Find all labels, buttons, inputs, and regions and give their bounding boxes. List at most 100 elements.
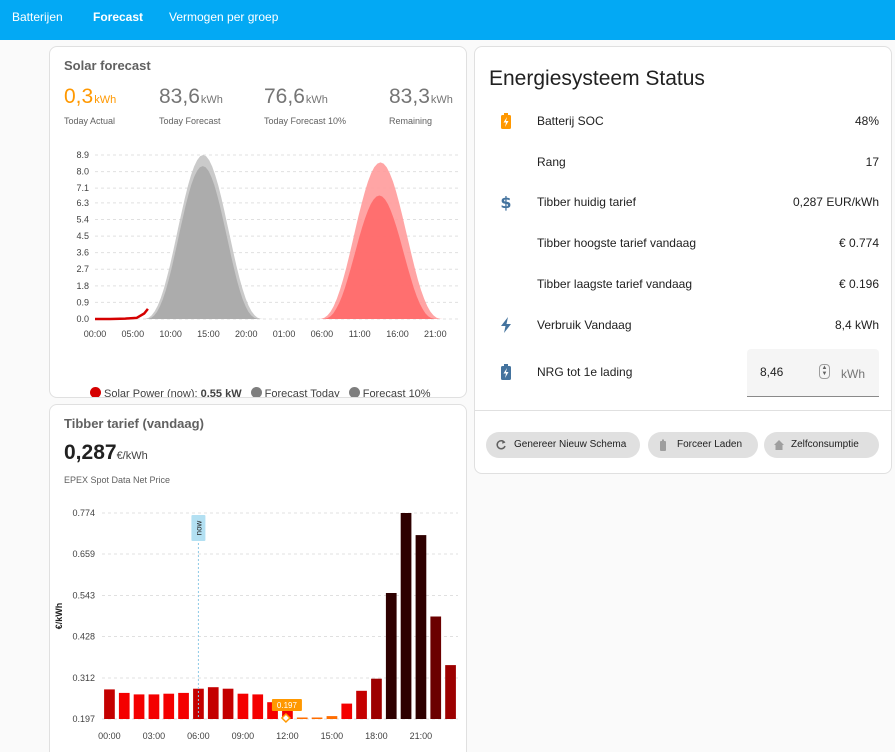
stat-label: Today Forecast 10%	[264, 116, 347, 126]
entity-label: NRG tot 1e lading	[537, 365, 633, 379]
y-tick-label: 0.543	[72, 590, 95, 600]
y-tick-label: 0.9	[76, 297, 89, 307]
price-bar	[385, 593, 397, 719]
x-tick-label: 06:00	[311, 329, 334, 339]
y-tick-label: 0.197	[72, 714, 95, 724]
refresh-icon	[496, 440, 506, 450]
tibber-price-chart[interactable]: 0.197 0.312 0.428 0.543 0.659 0.774 00:00 03:00…	[50, 495, 467, 752]
x-tick-label: 16:00	[386, 329, 409, 339]
entity-value: € 0.196	[838, 277, 879, 291]
divider	[475, 410, 891, 411]
button-label: Genereer Nieuw Schema	[514, 439, 627, 450]
stat-value: 0,3	[64, 85, 94, 108]
entity-label: Batterij SOC	[537, 114, 604, 128]
card-title: Energiesysteem Status	[489, 67, 705, 90]
x-tick-label: 01:00	[273, 329, 296, 339]
legend-item-forecast-10[interactable]: Forecast 10%	[348, 387, 431, 398]
genereer-schema-button[interactable]: Genereer Nieuw Schema	[486, 432, 640, 458]
y-tick-label: 0.0	[76, 314, 89, 324]
svg-text:$: $	[500, 193, 511, 211]
nrg-input[interactable]	[760, 365, 810, 379]
tab-forecast[interactable]: Forecast	[93, 10, 144, 24]
price-bar	[356, 690, 367, 719]
tibber-tariff-card: Tibber tarief (vandaag) 0,287€/kWh EPEX …	[49, 404, 467, 752]
battery-charging-icon	[501, 113, 511, 129]
price-bar	[104, 689, 115, 719]
forceer-laden-button[interactable]: Forceer Laden	[648, 432, 758, 458]
price-bar	[296, 717, 308, 719]
x-tick-label: 03:00	[143, 731, 166, 741]
price-bar	[163, 693, 175, 719]
entity-row-tibber-huidig[interactable]: $ Tibber huidig tarief 0,287 EUR/kWh	[475, 191, 891, 215]
y-tick-label: 8.9	[76, 150, 89, 160]
stat-unit: kWh	[200, 94, 223, 106]
price-bar	[148, 694, 160, 719]
price-bar	[430, 616, 442, 719]
legend-label: Forecast 10%	[362, 388, 431, 398]
x-tick-label: 21:00	[410, 731, 433, 741]
entity-row-tibber-laagste[interactable]: Tibber laagste tarief vandaag € 0.196	[475, 273, 891, 297]
x-tick-label: 18:00	[365, 731, 388, 741]
stat-unit: kWh	[305, 94, 328, 106]
y-tick-label: 7.1	[76, 183, 89, 193]
forecast-area-2	[145, 166, 260, 319]
now-badge	[191, 515, 206, 541]
entity-value: 48%	[854, 114, 879, 128]
legend-item-forecast-today[interactable]: Forecast Today	[250, 387, 340, 397]
legend-dot	[90, 387, 101, 397]
price-bar	[133, 694, 145, 719]
price-bar	[326, 716, 338, 719]
entity-row-batterij-soc[interactable]: Batterij SOC 48%	[475, 110, 891, 134]
entity-row-nrg-tot-lading: NRG tot 1e lading	[475, 361, 891, 385]
price-bar	[445, 665, 456, 719]
solar-power-line	[95, 308, 149, 321]
stat-today-forecast-10: 76,6kWh Today Forecast 10%	[264, 85, 346, 126]
battery-bolt-icon	[501, 364, 511, 380]
home-icon	[774, 440, 784, 450]
nrg-number-field[interactable]: ▲▼ kWh	[747, 349, 879, 397]
price-bar	[222, 688, 234, 719]
legend-label: Solar Power (now):	[104, 388, 198, 398]
zelfconsumptie-button[interactable]: Zelfconsumptie	[764, 432, 879, 458]
stat-label: Today Forecast	[159, 116, 221, 126]
price-bar	[400, 513, 412, 719]
legend-value: 0.55 kW	[200, 388, 242, 398]
entity-label: Tibber huidig tarief	[537, 195, 636, 209]
y-tick-label: 6.3	[76, 198, 89, 208]
stepper-icon[interactable]: ▲ ▼	[819, 364, 830, 379]
min-price-badge	[271, 699, 302, 711]
x-tick-label: 00:00	[98, 731, 121, 741]
stat-unit: kWh	[94, 94, 117, 106]
solar-forecast-card: Solar forecast 0,3kWh Today Actual 83,6k…	[49, 46, 467, 398]
dollar-icon: $	[500, 193, 511, 211]
price-bar	[371, 678, 382, 719]
entity-label: Tibber hoogste tarief vandaag	[537, 236, 696, 250]
y-axis-title: €/kWh	[54, 603, 64, 630]
entity-label: Tibber laagste tarief vandaag	[537, 277, 692, 291]
x-tick-label: 20:00	[235, 329, 258, 339]
price-bar	[237, 693, 249, 719]
stat-value: 83,6	[159, 85, 200, 108]
min-price-label: 0.197	[277, 701, 298, 710]
x-tick-label: 05:00	[122, 329, 145, 339]
y-tick-label: 4.5	[76, 231, 89, 241]
entity-row-rang[interactable]: Rang 17	[475, 151, 891, 175]
x-tick-label: 09:00	[232, 731, 255, 741]
price-unit: €/kWh	[116, 450, 148, 462]
tab-vermogen-per-groep[interactable]: Vermogen per groep	[169, 10, 279, 24]
price-bar	[207, 687, 219, 719]
y-tick-label: 0.774	[72, 508, 95, 518]
stat-label: Remaining	[389, 116, 433, 126]
price-bar	[252, 694, 264, 719]
tab-batterijen[interactable]: Batterijen	[12, 10, 63, 24]
y-tick-label: 1.8	[76, 281, 89, 291]
price-bar	[311, 717, 323, 719]
x-tick-label: 10:00	[159, 329, 182, 339]
entity-label: Verbruik Vandaag	[537, 318, 632, 332]
y-tick-label: 8.0	[76, 167, 89, 177]
solar-forecast-chart[interactable]: 0.0 0.9 1.8 2.7 3.6 4.5 5.4 6.3 7.1 8.0 8.9 00:00 05…	[50, 142, 467, 382]
entity-row-tibber-hoogste[interactable]: Tibber hoogste tarief vandaag € 0.774	[475, 232, 891, 256]
lightning-icon	[501, 317, 511, 333]
legend-item-solar-power[interactable]: Solar Power (now): 0.55 kW	[90, 387, 242, 398]
entity-row-verbruik-vandaag[interactable]: Verbruik Vandaag 8,4 kWh	[475, 314, 891, 338]
